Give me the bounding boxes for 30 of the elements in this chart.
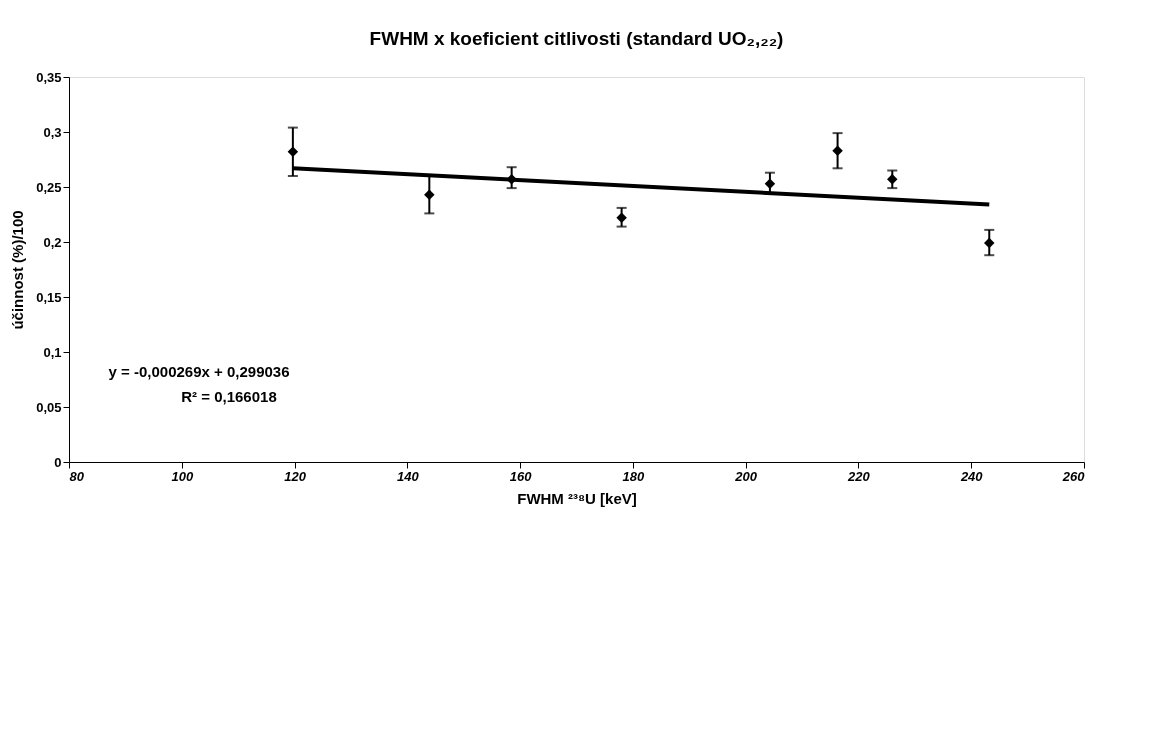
y-tick-label: 0 xyxy=(54,454,62,470)
x-tick-label: 100 xyxy=(171,468,194,484)
annotation: y = -0,000269x + 0,299036 xyxy=(108,363,290,380)
y-tick-label: 0,1 xyxy=(43,344,62,360)
point xyxy=(616,212,627,224)
y-tick-label: 0,35 xyxy=(36,69,62,85)
annotation: R² = 0,166018 xyxy=(181,388,277,405)
x-tick-label: 240 xyxy=(959,468,984,484)
chart-title: FWHM x koeficient citlivosti (standard UO₂,₂₂) xyxy=(369,28,784,49)
point xyxy=(984,237,995,249)
x-axis-title: FWHM ²³⁸U [keV] xyxy=(517,489,637,507)
y-tick-label: 0,3 xyxy=(43,124,62,140)
point xyxy=(832,145,843,156)
y-tick-label: 0,05 xyxy=(36,399,62,415)
y-tick-label: 0,2 xyxy=(43,234,62,250)
x-tick-label: 160 xyxy=(509,468,533,484)
point xyxy=(764,178,776,189)
point xyxy=(424,189,435,200)
x-tick-label: 80 xyxy=(69,468,85,484)
x-tick-label: 180 xyxy=(622,468,645,484)
x-tick-label: 120 xyxy=(284,468,307,484)
y-tick-label: 0,15 xyxy=(36,289,62,305)
y-axis-title: účinnost (%)/100 xyxy=(9,210,27,330)
x-tick-label: 140 xyxy=(396,468,420,484)
x-tick-label: 260 xyxy=(1061,468,1086,484)
point xyxy=(287,146,299,158)
y-tick-label: 0,25 xyxy=(36,179,62,195)
x-tick-label: 200 xyxy=(734,468,758,484)
point xyxy=(887,174,898,185)
x-tick-label: 220 xyxy=(847,468,871,484)
